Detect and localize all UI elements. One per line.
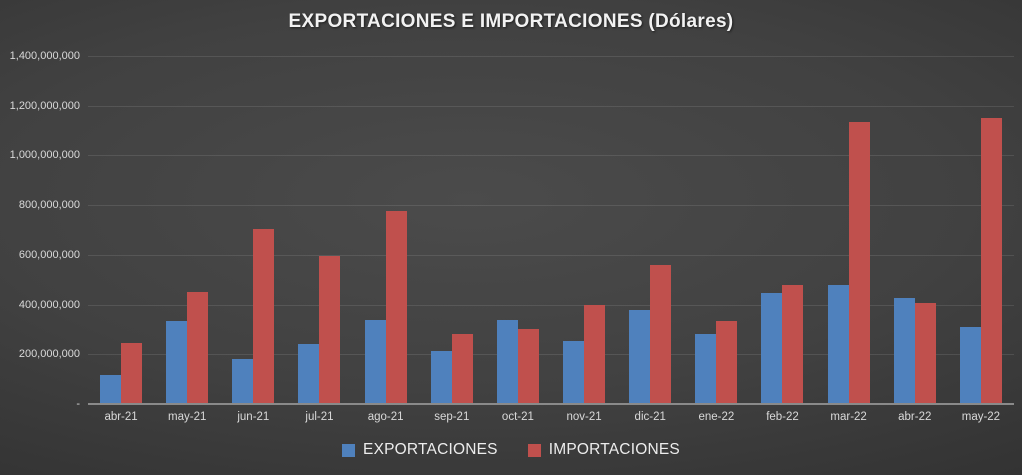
gridline	[88, 105, 1014, 107]
gridline	[88, 155, 1014, 157]
exportaciones-bar-feb-22	[761, 293, 783, 404]
bar-group-ene-22	[683, 56, 749, 404]
bar-group-mar-22	[816, 56, 882, 404]
exportaciones-bar-oct-21	[496, 319, 518, 404]
bar-group-nov-21	[551, 56, 617, 404]
x-tick-label-abr-22: abr-22	[898, 411, 932, 423]
exportaciones-bar-mar-22	[827, 284, 849, 404]
importaciones-bar-feb-22	[782, 284, 804, 404]
bar-group-abr-21	[88, 56, 154, 404]
x-tick-label-mar-22: mar-22	[830, 411, 867, 423]
exportaciones-bar-ene-22	[695, 334, 717, 404]
y-tick-label: 600,000,000	[18, 248, 80, 261]
exportaciones-bar-abr-21	[100, 375, 122, 404]
bar-group-abr-22	[882, 56, 948, 404]
x-axis-line	[88, 403, 1014, 405]
importaciones-bar-ago-21	[385, 211, 407, 404]
y-tick-label: 1,200,000,000	[9, 99, 80, 112]
y-tick-label: 200,000,000	[18, 348, 80, 361]
legend-item-importaciones: IMPORTACIONES	[527, 441, 680, 459]
exportaciones-bar-dic-21	[629, 309, 651, 404]
bar-group-jul-21	[286, 56, 352, 404]
x-tick-label-feb-22: feb-22	[766, 411, 799, 423]
y-tick-label: 1,000,000,000	[9, 149, 80, 162]
exportaciones-bar-ago-21	[364, 319, 386, 404]
exportaciones-bar-jul-21	[298, 344, 320, 404]
x-tick-label-jul-21: jul-21	[305, 411, 334, 423]
y-tick-label: 800,000,000	[18, 199, 80, 212]
importaciones-bar-sep-21	[451, 334, 473, 404]
importaciones-bar-abr-22	[914, 303, 936, 404]
gridline	[88, 354, 1014, 356]
gridline	[88, 254, 1014, 256]
x-tick-label-may-21: may-21	[168, 411, 207, 423]
exportaciones-bar-abr-22	[893, 298, 915, 404]
chart-title: EXPORTACIONES E IMPORTACIONES (Dólares)	[288, 11, 734, 32]
x-tick-label-jun-21: jun-21	[237, 411, 270, 423]
legend-label: EXPORTACIONES	[363, 441, 498, 458]
exportaciones-bar-jun-21	[232, 359, 254, 404]
x-tick-label-oct-21: oct-21	[501, 411, 534, 423]
x-tick-label-may-22: may-22	[961, 411, 1001, 423]
gridline	[88, 205, 1014, 207]
bar-group-may-21	[154, 56, 220, 404]
plot-area	[88, 56, 1014, 405]
importaciones-bar-may-22	[980, 118, 1002, 404]
y-axis-labels: 1,400,000,000 1,200,000,000 1,000,000,000 8…	[0, 50, 80, 410]
bar-group-dic-21	[617, 56, 683, 404]
legend-label: IMPORTACIONES	[548, 441, 680, 458]
exportaciones-bar-nov-21	[563, 340, 585, 404]
gridline	[88, 304, 1014, 306]
x-tick-label-ago-21: ago-21	[367, 411, 404, 423]
bar-group-oct-21	[485, 56, 551, 404]
legend-item-exportaciones: EXPORTACIONES	[342, 441, 498, 459]
importaciones-bar-may-21	[187, 292, 209, 404]
importaciones-bar-jul-21	[319, 256, 341, 404]
bar-group-sep-21	[419, 56, 485, 404]
importaciones-bar-ene-22	[716, 320, 738, 404]
y-tick-label: -	[76, 398, 80, 410]
importaciones-bar-nov-21	[584, 304, 606, 404]
x-tick-label-ene-22: ene-22	[698, 411, 735, 423]
x-tick-label-sep-21: sep-21	[434, 411, 470, 423]
importaciones-bar-abr-21	[121, 343, 143, 404]
y-tick-label: 400,000,000	[18, 298, 80, 311]
bar-group-feb-22	[749, 56, 815, 404]
bar-group-may-22	[948, 56, 1014, 404]
importaciones-bar-oct-21	[517, 329, 539, 404]
x-tick-label-abr-21: abr-21	[104, 411, 138, 423]
importaciones-bar-mar-22	[848, 121, 870, 404]
exportaciones-bar-may-21	[166, 320, 188, 404]
importaciones-bar-dic-21	[650, 264, 672, 404]
x-tick-label-nov-21: nov-21	[566, 411, 602, 423]
bar-group-ago-21	[353, 56, 419, 404]
legend: EXPORTACIONES IMPORTACIONES	[0, 441, 1022, 459]
legend-swatch-icon	[342, 443, 356, 457]
y-tick-label: 1,400,000,000	[9, 50, 80, 62]
exportaciones-bar-may-22	[959, 326, 981, 404]
gridline	[88, 56, 1014, 57]
x-axis-labels: abr-21 may-21 jun-21 jul-21 ago-21 sep-21 oct-…	[88, 411, 1014, 429]
legend-swatch-icon	[527, 443, 541, 457]
importaciones-bar-jun-21	[253, 228, 275, 404]
exportaciones-bar-sep-21	[430, 350, 452, 404]
x-tick-label-dic-21: dic-21	[634, 411, 666, 423]
bar-group-jun-21	[220, 56, 286, 404]
